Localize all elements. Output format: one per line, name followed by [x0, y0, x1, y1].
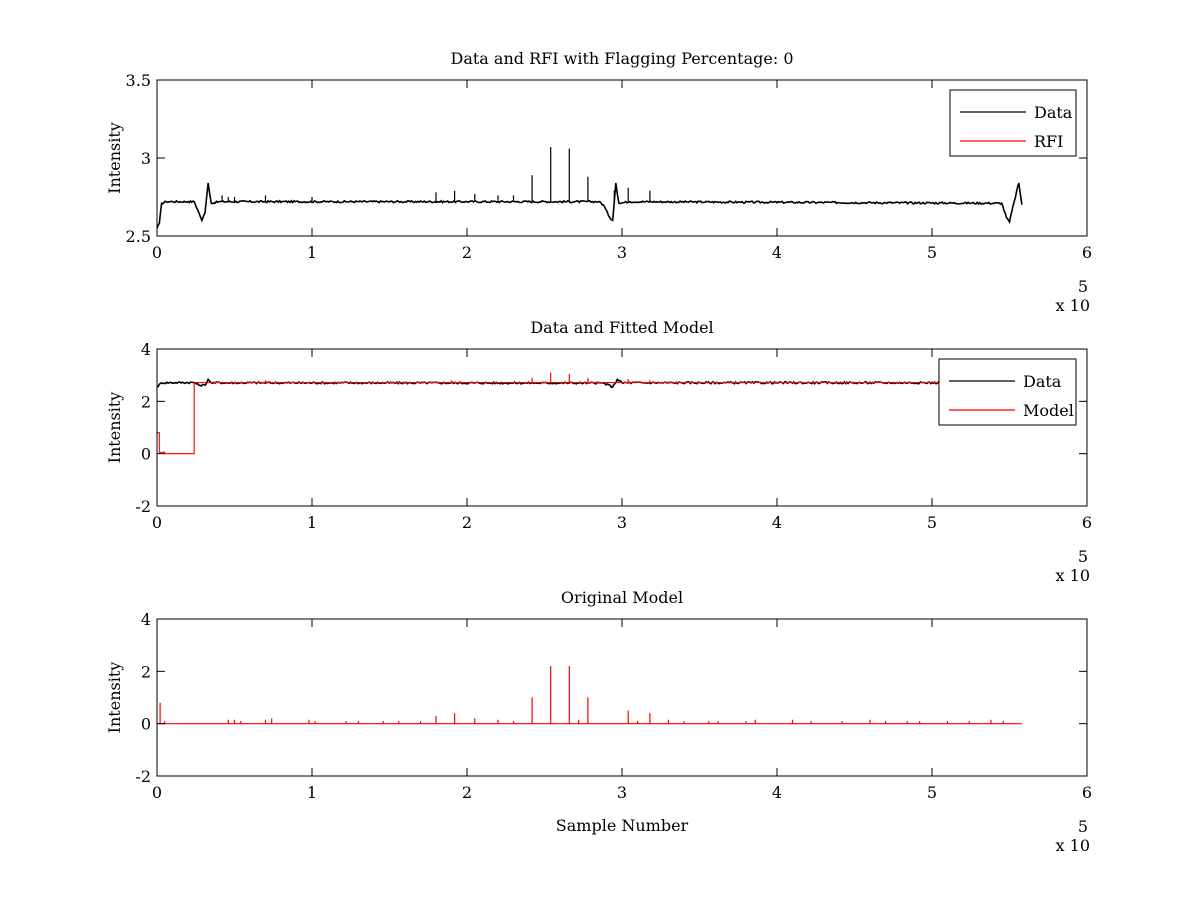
- plot-area: [157, 147, 1023, 229]
- x-tick-label: 5: [927, 513, 937, 532]
- axes-1: 0 1 2 3 4 5 6 2.5 3 3.5 Data and RFI with Flagging…: [105, 49, 1092, 315]
- x-tick-label: 0: [152, 783, 162, 802]
- y-axis-label: Intensity: [105, 392, 124, 464]
- x-tick-label: 1: [307, 243, 317, 262]
- axes-frame: [156, 618, 1088, 777]
- y-tick-label: 2.5: [126, 227, 151, 246]
- y-axis-label: Intensity: [105, 122, 124, 194]
- x-multiplier: x 10: [1056, 296, 1090, 315]
- x-tick-label: 6: [1082, 513, 1092, 532]
- x-multiplier-exponent: 5: [1078, 277, 1088, 296]
- x-tick-label: 3: [617, 783, 627, 802]
- x-tick-label: 6: [1082, 783, 1092, 802]
- x-tick-label: 4: [772, 243, 782, 262]
- plot-area: [157, 372, 1023, 455]
- legend-label-rfi: RFI: [1034, 132, 1063, 151]
- x-tick-label: 3: [617, 513, 627, 532]
- x-tick-label: 0: [152, 243, 162, 262]
- series-data-line: [157, 377, 1023, 389]
- legend-box: [949, 89, 1077, 157]
- legend-box: [938, 358, 1077, 426]
- y-tick-label: 2: [141, 662, 151, 681]
- y-tick-label: 0: [141, 715, 151, 734]
- x-multiplier-exponent: 5: [1078, 817, 1088, 836]
- legend-label-data: Data: [1023, 372, 1062, 391]
- axes-frame: [156, 79, 1088, 237]
- x-tick-label: 6: [1082, 243, 1092, 262]
- y-tick-label: -2: [135, 497, 151, 516]
- legend-label-model: Model: [1023, 401, 1074, 420]
- chart-title: Original Model: [561, 588, 683, 607]
- chart-title: Data and Fitted Model: [530, 318, 713, 337]
- legend: Data Model: [938, 358, 1077, 426]
- x-tick-label: 4: [772, 783, 782, 802]
- y-tick-label: -2: [135, 767, 151, 786]
- x-tick-label: 1: [307, 783, 317, 802]
- x-multiplier: x 10: [1056, 566, 1090, 585]
- x-tick-label: 2: [462, 243, 472, 262]
- y-tick-label: 2: [141, 392, 151, 411]
- x-tick-label: 2: [462, 783, 472, 802]
- x-tick-label: 3: [617, 243, 627, 262]
- x-tick-label: 2: [462, 513, 472, 532]
- series-model-line: [157, 381, 1022, 455]
- y-tick-label: 4: [141, 610, 151, 629]
- x-tick-label: 5: [927, 783, 937, 802]
- legend: Data RFI: [949, 89, 1077, 157]
- y-tick-label: 3: [141, 149, 151, 168]
- x-tick-label: 5: [927, 243, 937, 262]
- y-tick-label: 0: [141, 445, 151, 464]
- legend-label-data: Data: [1034, 103, 1073, 122]
- series-data-line: [157, 182, 1023, 229]
- x-tick-label: 4: [772, 513, 782, 532]
- x-tick-label: 0: [152, 513, 162, 532]
- x-axis-label: Sample Number: [556, 816, 689, 835]
- x-tick-label: 1: [307, 513, 317, 532]
- y-tick-label: 3.5: [126, 71, 151, 90]
- chart-title: Data and RFI with Flagging Percentage: 0: [450, 49, 793, 68]
- x-multiplier: x 10: [1056, 836, 1090, 855]
- y-axis-label: Intensity: [105, 662, 124, 734]
- plot-area: [157, 666, 1022, 725]
- x-multiplier-exponent: 5: [1078, 547, 1088, 566]
- y-tick-label: 4: [141, 340, 151, 359]
